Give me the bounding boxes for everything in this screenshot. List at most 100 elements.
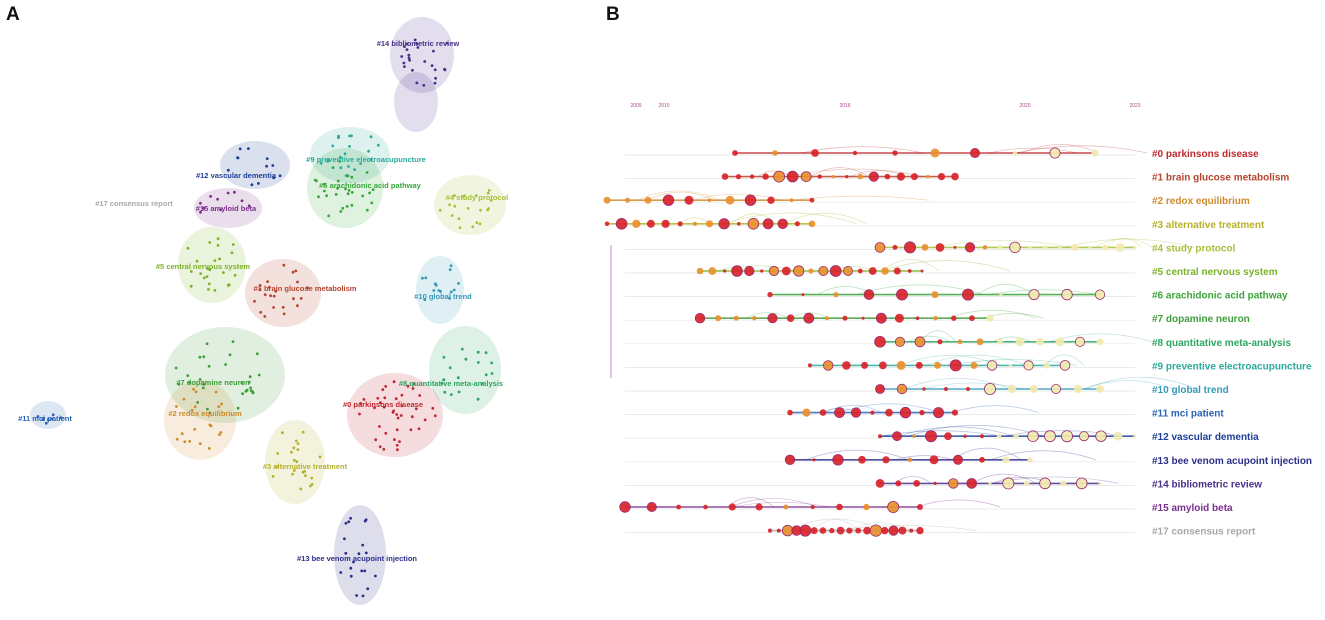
network-node — [405, 42, 409, 46]
citation-arc — [1063, 238, 1194, 248]
timeline-node — [644, 196, 652, 204]
network-node — [347, 189, 351, 192]
timeline-node — [676, 504, 681, 510]
timeline-node — [1013, 433, 1019, 439]
timeline-node — [721, 173, 729, 180]
cluster-area-c2 — [164, 380, 236, 460]
timeline-node — [855, 527, 862, 534]
timeline-node — [808, 268, 814, 274]
timeline-node — [1055, 337, 1065, 347]
network-node — [265, 164, 268, 168]
timeline-node — [966, 387, 970, 391]
network-node — [452, 288, 456, 292]
timeline-node — [894, 313, 904, 323]
network-node — [487, 207, 490, 210]
timeline-node — [986, 360, 998, 371]
network-node — [337, 134, 340, 138]
network-node — [251, 390, 254, 393]
citation-arc — [805, 449, 910, 461]
network-node — [433, 414, 437, 418]
timeline-node — [819, 527, 827, 534]
timeline-node — [925, 430, 938, 443]
network-node — [344, 187, 347, 191]
timeline-node — [951, 172, 959, 181]
timeline-node — [1051, 383, 1062, 394]
timeline-label-1: #1 brain glucose metabolism — [1152, 173, 1289, 184]
timeline-node — [801, 293, 805, 297]
timeline-node — [1007, 384, 1017, 394]
timeline-node — [749, 174, 755, 179]
network-node — [327, 158, 330, 162]
timeline-node — [1028, 289, 1040, 301]
network-node — [484, 351, 488, 355]
timeline-node — [881, 267, 889, 275]
timeline-node — [1074, 336, 1086, 347]
network-node — [206, 267, 210, 271]
timeline-node — [933, 315, 938, 321]
citation-arc — [783, 212, 867, 225]
timeline-node — [907, 269, 912, 273]
network-node — [474, 194, 478, 198]
citation-arc — [898, 426, 1014, 437]
network-node — [430, 64, 434, 67]
network-node — [278, 174, 282, 178]
timeline-node — [979, 434, 985, 439]
timeline-node — [986, 314, 994, 322]
network-node — [281, 305, 285, 309]
network-node — [423, 60, 427, 63]
network-node — [457, 282, 460, 285]
network-node — [403, 45, 406, 48]
network-node — [350, 191, 354, 194]
cluster-area-c7 — [165, 327, 285, 423]
network-node — [349, 516, 352, 520]
network-node — [219, 431, 223, 434]
timeline-node — [755, 503, 763, 511]
network-node — [202, 355, 206, 359]
citation-arc — [731, 501, 830, 508]
network-node — [376, 396, 380, 400]
timeline-node — [684, 195, 694, 205]
network-node — [208, 423, 212, 427]
year-tick-2016: 2016 — [839, 103, 850, 109]
network-node — [196, 401, 200, 404]
timeline-node — [811, 149, 819, 157]
citation-arc — [972, 473, 1037, 484]
network-node — [202, 383, 206, 386]
network-node — [207, 282, 211, 286]
timeline-node — [707, 198, 712, 202]
timeline-node — [917, 504, 923, 510]
timeline-node — [962, 288, 975, 301]
network-node — [44, 421, 48, 425]
network-node — [249, 386, 253, 390]
network-node — [396, 448, 399, 452]
timeline-node — [1009, 241, 1021, 254]
timeline-node — [914, 336, 926, 348]
timeline-node — [632, 219, 641, 228]
timeline-label-10: #10 global trend — [1152, 385, 1229, 396]
network-node — [417, 427, 421, 431]
network-node — [393, 438, 396, 441]
timeline-node — [996, 433, 1002, 439]
timeline-node — [829, 527, 835, 534]
network-node — [457, 217, 461, 221]
timeline-node — [807, 363, 813, 368]
network-node — [371, 188, 375, 192]
network-node — [460, 347, 464, 351]
timeline-node — [884, 173, 891, 180]
network-node — [230, 251, 234, 255]
timeline-node — [915, 316, 920, 321]
timeline-node — [937, 339, 943, 345]
network-node — [226, 191, 230, 195]
network-node — [369, 135, 373, 139]
network-node — [272, 294, 276, 298]
network-node — [422, 83, 426, 87]
network-node — [306, 286, 309, 289]
network-node — [407, 53, 411, 57]
timeline-node — [824, 316, 830, 321]
network-node — [457, 390, 461, 394]
network-node — [487, 189, 491, 192]
timeline-node — [832, 454, 844, 466]
network-node — [41, 418, 45, 421]
timeline-node — [1012, 150, 1018, 156]
timeline-node — [997, 338, 1003, 345]
